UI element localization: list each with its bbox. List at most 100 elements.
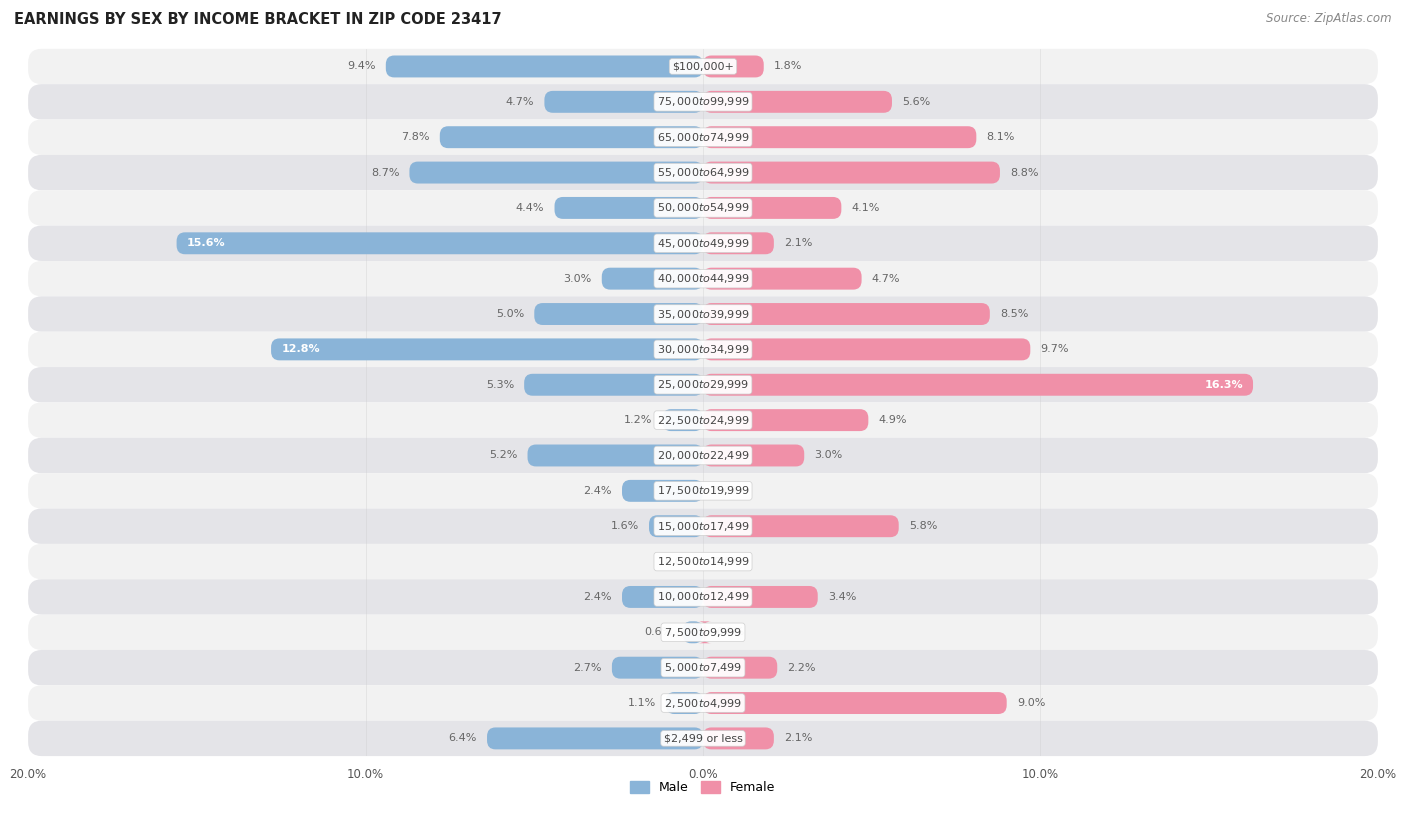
Text: 9.7%: 9.7%	[1040, 345, 1069, 354]
Text: $7,500 to $9,999: $7,500 to $9,999	[664, 626, 742, 639]
FancyBboxPatch shape	[28, 261, 1378, 296]
FancyBboxPatch shape	[28, 120, 1378, 154]
Text: $30,000 to $34,999: $30,000 to $34,999	[657, 343, 749, 356]
FancyBboxPatch shape	[28, 473, 1378, 509]
FancyBboxPatch shape	[621, 586, 703, 608]
FancyBboxPatch shape	[683, 621, 703, 643]
Text: $5,000 to $7,499: $5,000 to $7,499	[664, 661, 742, 674]
FancyBboxPatch shape	[28, 685, 1378, 720]
Text: Source: ZipAtlas.com: Source: ZipAtlas.com	[1267, 12, 1392, 25]
Text: 3.0%: 3.0%	[564, 274, 592, 284]
FancyBboxPatch shape	[703, 233, 773, 254]
FancyBboxPatch shape	[662, 409, 703, 431]
FancyBboxPatch shape	[703, 692, 1007, 714]
Text: 15.6%: 15.6%	[187, 238, 225, 248]
FancyBboxPatch shape	[703, 338, 1031, 360]
Text: 0.0%: 0.0%	[665, 557, 693, 567]
Text: 0.1%: 0.1%	[717, 628, 745, 637]
Text: 4.1%: 4.1%	[852, 203, 880, 213]
FancyBboxPatch shape	[650, 515, 703, 537]
FancyBboxPatch shape	[703, 728, 773, 750]
Text: $20,000 to $22,499: $20,000 to $22,499	[657, 449, 749, 462]
Text: 5.6%: 5.6%	[903, 97, 931, 107]
Text: 12.8%: 12.8%	[281, 345, 319, 354]
FancyBboxPatch shape	[697, 621, 711, 643]
FancyBboxPatch shape	[544, 91, 703, 113]
Text: 8.8%: 8.8%	[1010, 167, 1039, 177]
FancyBboxPatch shape	[666, 692, 703, 714]
Text: $75,000 to $99,999: $75,000 to $99,999	[657, 95, 749, 108]
FancyBboxPatch shape	[703, 515, 898, 537]
Text: 3.4%: 3.4%	[828, 592, 856, 602]
FancyBboxPatch shape	[385, 55, 703, 77]
FancyBboxPatch shape	[554, 197, 703, 219]
Text: 2.4%: 2.4%	[583, 592, 612, 602]
Text: 4.9%: 4.9%	[879, 415, 907, 425]
Text: 0.6%: 0.6%	[644, 628, 672, 637]
FancyBboxPatch shape	[703, 55, 763, 77]
FancyBboxPatch shape	[28, 437, 1378, 473]
FancyBboxPatch shape	[527, 445, 703, 467]
Text: 8.1%: 8.1%	[987, 133, 1015, 142]
FancyBboxPatch shape	[703, 374, 1253, 396]
Text: $15,000 to $17,499: $15,000 to $17,499	[657, 520, 749, 533]
FancyBboxPatch shape	[28, 402, 1378, 437]
Text: 8.7%: 8.7%	[371, 167, 399, 177]
Text: 5.2%: 5.2%	[489, 450, 517, 460]
FancyBboxPatch shape	[534, 303, 703, 325]
Text: $45,000 to $49,999: $45,000 to $49,999	[657, 237, 749, 250]
Text: $12,500 to $14,999: $12,500 to $14,999	[657, 555, 749, 568]
FancyBboxPatch shape	[28, 615, 1378, 650]
FancyBboxPatch shape	[28, 544, 1378, 579]
Text: 2.1%: 2.1%	[785, 733, 813, 743]
Text: $35,000 to $39,999: $35,000 to $39,999	[657, 307, 749, 320]
Text: 5.8%: 5.8%	[908, 521, 938, 531]
Text: EARNINGS BY SEX BY INCOME BRACKET IN ZIP CODE 23417: EARNINGS BY SEX BY INCOME BRACKET IN ZIP…	[14, 12, 502, 27]
FancyBboxPatch shape	[28, 720, 1378, 756]
Text: 6.4%: 6.4%	[449, 733, 477, 743]
FancyBboxPatch shape	[271, 338, 703, 360]
Text: $50,000 to $54,999: $50,000 to $54,999	[657, 202, 749, 215]
Text: 4.7%: 4.7%	[506, 97, 534, 107]
Text: 3.0%: 3.0%	[814, 450, 842, 460]
Text: 1.6%: 1.6%	[610, 521, 638, 531]
FancyBboxPatch shape	[703, 162, 1000, 184]
FancyBboxPatch shape	[409, 162, 703, 184]
Text: 7.8%: 7.8%	[401, 133, 430, 142]
Text: 5.3%: 5.3%	[486, 380, 515, 389]
FancyBboxPatch shape	[602, 267, 703, 289]
Text: 9.0%: 9.0%	[1017, 698, 1045, 708]
Text: 2.2%: 2.2%	[787, 663, 815, 672]
FancyBboxPatch shape	[612, 657, 703, 679]
Text: 0.0%: 0.0%	[713, 486, 741, 496]
Text: 0.0%: 0.0%	[713, 557, 741, 567]
Text: $55,000 to $64,999: $55,000 to $64,999	[657, 166, 749, 179]
Text: 5.0%: 5.0%	[496, 309, 524, 319]
FancyBboxPatch shape	[703, 586, 818, 608]
Text: 1.2%: 1.2%	[624, 415, 652, 425]
FancyBboxPatch shape	[703, 197, 841, 219]
FancyBboxPatch shape	[28, 367, 1378, 402]
Text: 4.4%: 4.4%	[516, 203, 544, 213]
Legend: Male, Female: Male, Female	[626, 776, 780, 799]
Text: $17,500 to $19,999: $17,500 to $19,999	[657, 485, 749, 498]
Text: 2.4%: 2.4%	[583, 486, 612, 496]
Text: $10,000 to $12,499: $10,000 to $12,499	[657, 590, 749, 603]
FancyBboxPatch shape	[28, 650, 1378, 685]
FancyBboxPatch shape	[703, 409, 869, 431]
FancyBboxPatch shape	[621, 480, 703, 502]
FancyBboxPatch shape	[703, 303, 990, 325]
Text: 4.7%: 4.7%	[872, 274, 900, 284]
Text: $100,000+: $100,000+	[672, 62, 734, 72]
FancyBboxPatch shape	[28, 49, 1378, 84]
FancyBboxPatch shape	[703, 445, 804, 467]
FancyBboxPatch shape	[28, 296, 1378, 332]
FancyBboxPatch shape	[703, 126, 976, 148]
Text: $65,000 to $74,999: $65,000 to $74,999	[657, 131, 749, 144]
FancyBboxPatch shape	[28, 154, 1378, 190]
Text: 8.5%: 8.5%	[1000, 309, 1028, 319]
Text: $40,000 to $44,999: $40,000 to $44,999	[657, 272, 749, 285]
Text: $2,500 to $4,999: $2,500 to $4,999	[664, 697, 742, 710]
Text: 16.3%: 16.3%	[1205, 380, 1243, 389]
FancyBboxPatch shape	[703, 657, 778, 679]
